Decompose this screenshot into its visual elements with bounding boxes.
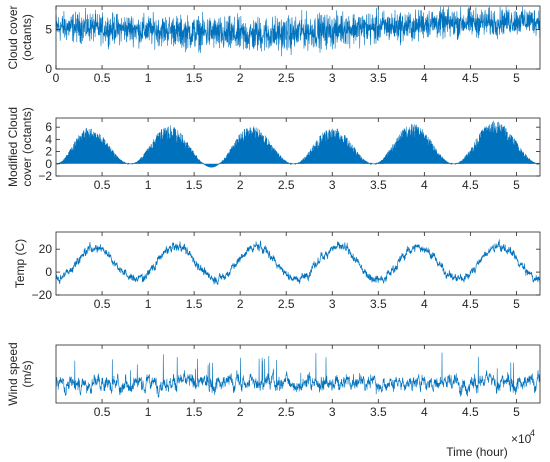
x-tick-label: 4.5	[462, 178, 479, 192]
x-tick-label: 4	[421, 405, 428, 419]
y-axis-label: (octants)	[20, 14, 34, 61]
y-tick-label: −20	[32, 288, 53, 302]
x-tick-label: 3.5	[370, 71, 387, 85]
panel-wind-speed: 0.5 1 1.5 2 2.5 3 3.5 4 4.5 5 Wind speed (m/s)	[6, 342, 541, 419]
x-tick-label: 1.5	[186, 297, 203, 311]
x-tick-label: 3.5	[370, 178, 387, 192]
x-axis-multiplier-exponent: 4	[530, 428, 535, 438]
x-tick-label: 2	[237, 178, 244, 192]
x-tick-label: 1.5	[186, 178, 203, 192]
x-tick-label: 4.5	[462, 405, 479, 419]
x-tick-label: 5	[513, 71, 520, 85]
x-tick-label: 2.5	[278, 297, 295, 311]
y-tick-label: 0	[45, 265, 52, 279]
y-tick-label: 6	[45, 120, 52, 134]
x-tick-label: 5	[513, 405, 520, 419]
y-axis-label: Cloud cover	[6, 5, 20, 69]
y-axis-label: Modified Cloud	[6, 107, 20, 187]
x-tick-label: 5	[513, 297, 520, 311]
y-axis-label: Wind speed	[6, 342, 20, 405]
x-tick-label: 2.5	[278, 71, 295, 85]
x-tick-label: 1	[145, 178, 152, 192]
x-tick-label: 0	[53, 71, 60, 85]
x-tick-label: 0.5	[94, 71, 111, 85]
y-tick-label: 4	[45, 132, 52, 146]
x-tick-label: 1	[145, 405, 152, 419]
x-tick-label: 2	[237, 405, 244, 419]
panel-cloud-cover: 0 0.5 1 1.5 2 2.5 3 3.5 4 4.5 5 0 5 Cloud cover (octan…	[6, 5, 541, 85]
x-tick-label: 1	[145, 297, 152, 311]
series-line	[55, 239, 541, 286]
y-tick-label: 20	[39, 242, 53, 256]
y-tick-label: 0	[45, 157, 52, 171]
series-area	[56, 120, 540, 168]
x-tick-label: 3	[329, 71, 336, 85]
series-line	[55, 6, 541, 57]
panel-temperature: 0.5 1 1.5 2 2.5 3 3.5 4 4.5 5 −20 0 20 Temp (C)	[13, 231, 541, 311]
y-tick-label: −2	[38, 169, 52, 183]
x-tick-label: 2.5	[278, 405, 295, 419]
x-tick-label: 2.5	[278, 178, 295, 192]
y-tick-label: 5	[45, 23, 52, 37]
x-tick-label: 3	[329, 297, 336, 311]
x-tick-label: 4	[421, 71, 428, 85]
x-tick-label: 3	[329, 405, 336, 419]
x-tick-label: 4	[421, 178, 428, 192]
x-tick-label: 2	[237, 71, 244, 85]
x-tick-label: 2	[237, 297, 244, 311]
axes-box	[55, 344, 541, 404]
x-axis-label: Time (hour)	[446, 445, 508, 459]
y-axis-label: Temp (C)	[13, 239, 27, 288]
axes-box	[55, 117, 541, 177]
x-tick-label: 4	[421, 297, 428, 311]
y-axis-label: (m/s)	[20, 360, 34, 387]
x-tick-label: 0.5	[94, 405, 111, 419]
x-tick-label: 5	[513, 178, 520, 192]
x-tick-label: 1.5	[186, 71, 203, 85]
y-tick-label: 0	[45, 62, 52, 76]
x-axis-multiplier: ×10	[511, 432, 532, 446]
x-tick-label: 3.5	[370, 297, 387, 311]
x-tick-label: 0.5	[94, 178, 111, 192]
x-tick-label: 0.5	[94, 297, 111, 311]
x-tick-label: 1	[145, 71, 152, 85]
x-tick-label: 3	[329, 178, 336, 192]
x-tick-label: 4.5	[462, 71, 479, 85]
x-tick-label: 1.5	[186, 405, 203, 419]
y-tick-label: 2	[45, 145, 52, 159]
axes-box	[55, 5, 541, 70]
y-axis-label: cover (octants)	[20, 107, 34, 186]
series-line	[55, 352, 541, 398]
axes-box	[55, 231, 541, 296]
x-tick-label: 4.5	[462, 297, 479, 311]
x-tick-label: 3.5	[370, 405, 387, 419]
